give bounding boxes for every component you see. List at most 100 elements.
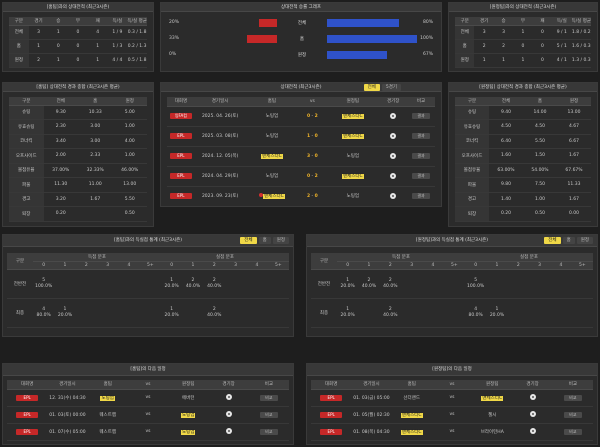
h2h_home-cell: 1 [48,53,69,68]
next_home-col-header: 경기장 [208,380,249,390]
soccer-ball-icon[interactable] [390,192,397,199]
next_away-match-row: EPL 01. 05(월) 02:30 맨체스터C vs 첼시 비교 [311,406,593,424]
goal-home-filter-home[interactable]: 홈 [258,237,271,244]
goal-away-filter-home[interactable]: 홈 [562,237,575,244]
soccer-ball-icon[interactable] [390,172,397,179]
goal-home-filter-all[interactable]: 전체 [240,237,257,244]
h2h_home-cell: 1 [87,53,108,68]
result-button[interactable]: 결과 [412,113,431,119]
home-team-name: 맨체스터C [261,154,283,159]
home_stats-row: 유효슈팅 2.30 3.00 1.00 [9,119,147,135]
compare-button[interactable]: 비교 [259,411,278,418]
h2h_home-cell: 1 [28,39,49,54]
result-button[interactable]: 결과 [412,133,431,139]
compare-button[interactable]: 비교 [563,394,582,401]
away_stats-cell: 1.40 [489,192,523,207]
compare-button[interactable]: 비교 [259,428,278,435]
h2h_away-cell: 3 [474,25,494,40]
goal-away-filter-away[interactable]: 원정 [576,237,593,244]
h2h_away-cell: 4 / 1 [552,53,572,68]
h2h_home-cell: 0 [68,25,88,40]
soccer-ball-icon[interactable] [225,411,232,418]
soccer-ball-icon[interactable] [529,394,536,401]
next_home-match-row: EPL 12. 31(수) 04:30 노팅엄 vs 에버턴 비교 [7,389,289,407]
win-rate-right-track [327,19,417,27]
soccer-ball-icon[interactable] [529,411,536,418]
goal_home-col-header: 4 [246,261,268,270]
win-rate-left-bar [247,35,277,43]
goal_away-dist-cell: 5 100.0% [464,269,487,299]
goal-home-filter-away[interactable]: 원정 [272,237,289,244]
soccer-ball-icon[interactable] [225,394,232,401]
recent-col-header: 경기장 [379,97,408,107]
result-button[interactable]: 결과 [412,153,431,159]
away-team-cell: 노팅엄 [326,186,380,206]
goal-home-title: [홈팀]과의 득실점 통계 (최근3시즌) [114,238,182,243]
h2h_away-cell: 1.3 / 0.3 [571,53,591,68]
goal_away-dist-cell [422,269,444,299]
league-badge: EPL [320,428,343,435]
league-badge: EPL [320,411,343,418]
home_stats-col-header: 구분 [9,97,44,106]
win-rate-panel: 상대전적 승률 그래프 20% 전체 80% 33% 홈 100% 0% 원정 67% [160,2,442,72]
home_stats-row-label: 슈팅 [9,105,44,120]
goal-home-filters: 전체 홈 원정 [238,235,289,247]
away-team-cell: 브라이턴HA [472,423,513,441]
h2h_home-cell: 0 [48,39,69,54]
result-button[interactable]: 결과 [412,173,431,179]
win-rate-left-bar [259,19,277,27]
goal_home-col-header: 5+ [267,261,289,270]
goal_home-col-header: 2 [203,261,225,270]
goal_home-col-header: 4 [118,261,140,270]
home_stats-col-header: 전체 [43,97,78,106]
stadium-cell [379,186,408,206]
goal_home-dist-cell [139,269,161,299]
win-rate-row: 33% 홈 100% [169,35,433,43]
soccer-ball-icon[interactable] [390,132,397,139]
soccer-ball-icon[interactable] [225,428,232,435]
filter-all[interactable]: 전체 [363,84,380,91]
h2h_away-cell: 0 [513,39,533,54]
home_stats-cell: 1.67 [78,192,113,207]
h2h_away-cell: 1 [474,53,494,68]
versus-label: vs [431,389,473,407]
compare-button[interactable]: 비교 [563,411,582,418]
result-button[interactable]: 결과 [412,193,431,199]
soccer-ball-icon[interactable] [529,428,536,435]
win-rate-label: 홈 [299,37,305,42]
home_stats-col-header: 원정 [112,97,147,106]
goal_home-dist-cell: 2 40.0% [203,269,225,299]
goal_away-dist-cell [571,298,593,328]
home_stats-cell: 2.00 [43,148,78,164]
next_home-col-header: 홈팀 [87,380,128,390]
goal-away-filter-all[interactable]: 전체 [544,237,561,244]
recent-col-header: 비교 [407,97,435,107]
recent-match-row: EPL 2025. 03. 08(토) 노팅엄 1 - 0 맨체스터C 결과 [167,126,435,147]
away_stats-col-header: 원정 [557,97,591,106]
soccer-ball-icon[interactable] [390,112,397,119]
league-badge: EPL [169,173,192,179]
soccer-ball-icon[interactable] [390,152,397,159]
league-cell: EPL [167,166,195,187]
recent-title: 상대전적 (최근3시즌) [280,85,322,90]
win-rate-right-pct: 80% [422,20,433,25]
away_stats-row-label: 유효슈팅 [455,119,489,135]
h2h_away-cell: 9 / 1 [552,25,572,40]
h2h_home-row: 원정 2 1 0 1 4 / 4 0.5 / 1.8 [9,53,147,68]
match-date: 2024. 12. 05(목) [194,146,246,167]
h2h_away-cell: 5 / 1 [552,39,572,54]
recent-header-row: 대회명 경기일시 홈팀 vs 원정팀 경기장 비교 [167,97,435,107]
away-stats-table: 구분 전체 홈 원정 슈팅 9.40 14.00 13.00 유효슈팅 4.50 4.50 4.67 코… [455,97,591,222]
home_stats-row: 코너킥 3.40 3.00 4.00 [9,134,147,149]
home-team-name: 웨스트햄 [99,429,116,435]
league-cell: EPL [167,146,195,167]
home_stats-cell: 3.40 [43,134,78,149]
filter-5games[interactable]: 5경기 [381,84,401,91]
h2h_home-cell: 0.2 / 1.3 [127,39,147,54]
compare-button[interactable]: 비교 [259,394,278,401]
goal_away-cols-row: 0 1 2 3 4 5+ 0 1 2 3 4 5+ [311,261,593,270]
goal_home-goal-group: 득점 분포 [33,253,161,262]
compare-button[interactable]: 비교 [563,428,582,435]
goal_home-dist-cell [267,269,289,299]
away_stats-cell: 5.50 [523,134,557,149]
